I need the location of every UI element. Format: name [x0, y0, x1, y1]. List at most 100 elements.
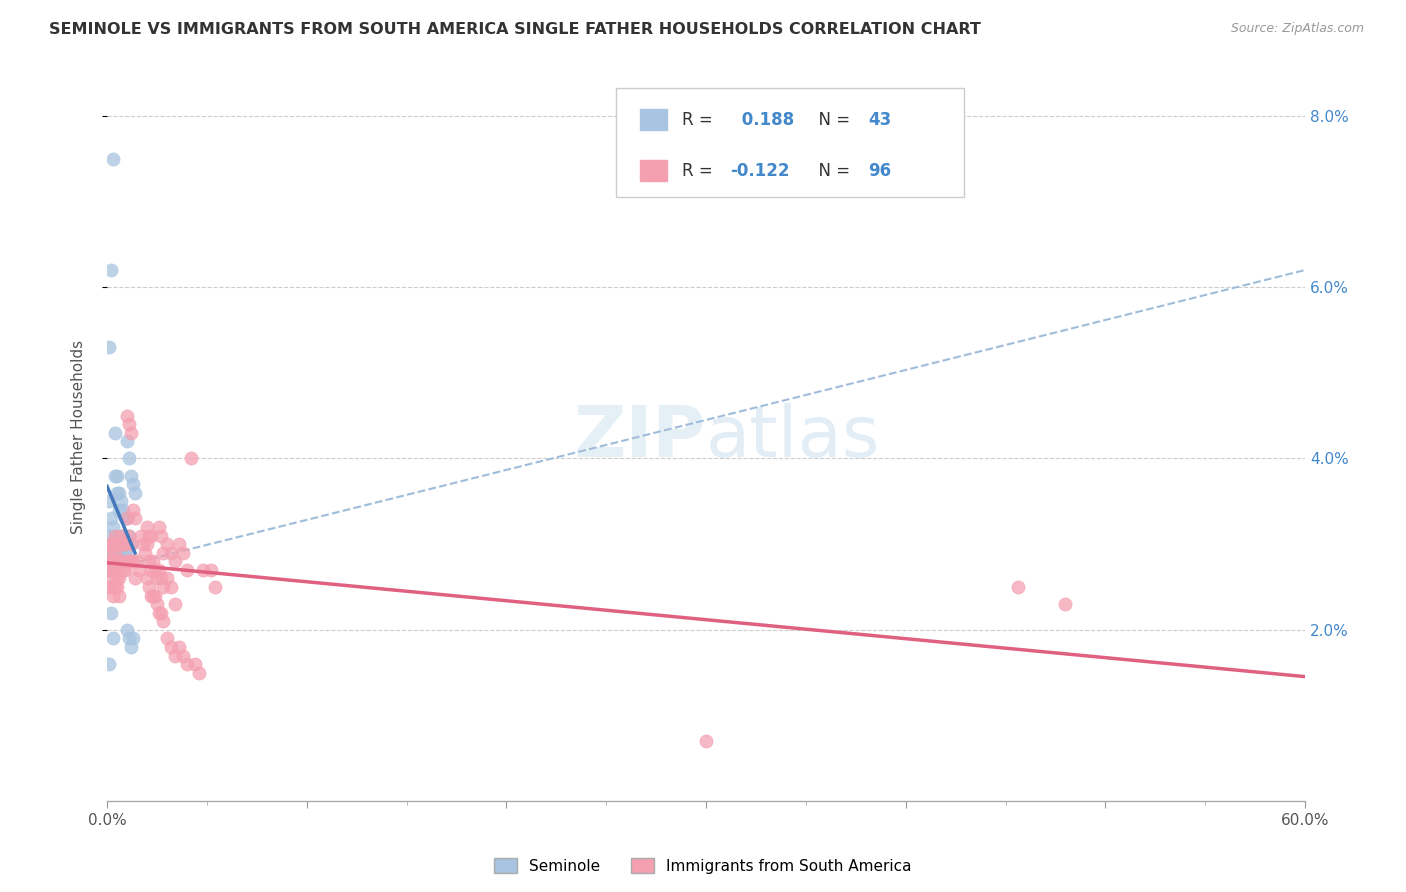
Point [129, 528, 152, 542]
Point [101, 571, 124, 585]
Point [156, 537, 179, 551]
Point [100, 580, 122, 594]
Point [115, 434, 138, 449]
Point [139, 589, 162, 603]
Point [100, 263, 122, 277]
Point [114, 563, 136, 577]
Point [112, 503, 135, 517]
Point [156, 571, 179, 585]
Point [148, 606, 170, 620]
Point [104, 580, 127, 594]
Point [172, 648, 194, 663]
FancyBboxPatch shape [640, 109, 666, 129]
Point [118, 528, 141, 542]
Point [100, 554, 122, 568]
Point [149, 528, 172, 542]
Point [108, 485, 131, 500]
Point [148, 520, 170, 534]
Point [105, 468, 128, 483]
Point [105, 485, 128, 500]
Point [160, 640, 183, 654]
Point [167, 537, 190, 551]
Y-axis label: Single Father Households: Single Father Households [72, 340, 86, 534]
Point [122, 503, 145, 517]
Point [110, 528, 132, 542]
Point [101, 632, 124, 646]
Point [152, 580, 174, 594]
Point [142, 589, 165, 603]
Point [112, 537, 135, 551]
Point [98, 340, 121, 354]
Point [104, 528, 127, 542]
Point [104, 563, 127, 577]
Point [187, 665, 209, 680]
Point [124, 485, 146, 500]
Point [110, 554, 132, 568]
Point [118, 528, 141, 542]
Point [110, 494, 132, 508]
Point [108, 571, 131, 585]
Point [156, 632, 179, 646]
Point [120, 640, 142, 654]
Text: ZIP: ZIP [574, 402, 706, 472]
Point [110, 528, 132, 542]
Point [105, 571, 128, 585]
Point [200, 563, 222, 577]
Point [118, 451, 141, 466]
Point [204, 580, 226, 594]
Point [122, 477, 145, 491]
Point [160, 546, 183, 560]
Text: R =: R = [682, 111, 718, 128]
Point [176, 657, 198, 671]
Point [101, 152, 124, 166]
Point [143, 563, 166, 577]
Text: 96: 96 [868, 161, 891, 179]
Point [101, 520, 124, 534]
Point [98, 580, 121, 594]
Point [100, 511, 122, 525]
Point [136, 571, 159, 585]
FancyBboxPatch shape [616, 87, 963, 197]
Point [101, 546, 124, 560]
Point [105, 537, 128, 551]
Text: SEMINOLE VS IMMIGRANTS FROM SOUTH AMERICA SINGLE FATHER HOUSEHOLDS CORRELATION C: SEMINOLE VS IMMIGRANTS FROM SOUTH AMERIC… [49, 22, 981, 37]
Point [138, 580, 160, 594]
Point [112, 537, 135, 551]
Text: R =: R = [682, 161, 718, 179]
Point [120, 425, 142, 440]
Point [1007, 580, 1029, 594]
Point [146, 597, 169, 611]
Point [118, 632, 141, 646]
Point [143, 589, 166, 603]
Point [101, 537, 124, 551]
Point [100, 537, 122, 551]
Text: N =: N = [808, 111, 855, 128]
Point [100, 537, 122, 551]
Point [108, 554, 131, 568]
Point [152, 546, 174, 560]
Point [124, 511, 146, 525]
Point [98, 494, 121, 508]
Point [104, 468, 127, 483]
Point [160, 580, 183, 594]
Point [105, 554, 128, 568]
Point [110, 528, 132, 542]
Text: 0.188: 0.188 [735, 111, 794, 128]
Point [114, 537, 136, 551]
Point [118, 554, 141, 568]
Point [125, 554, 148, 568]
FancyBboxPatch shape [640, 160, 666, 181]
Point [120, 537, 142, 551]
Text: 43: 43 [868, 111, 891, 128]
Point [114, 511, 136, 525]
Point [134, 546, 156, 560]
Point [104, 528, 127, 542]
Legend: Seminole, Immigrants from South America: Seminole, Immigrants from South America [488, 852, 918, 880]
Point [104, 546, 127, 560]
Point [115, 511, 138, 525]
Point [98, 546, 121, 560]
Point [108, 503, 131, 517]
Point [122, 554, 145, 568]
Point [139, 528, 162, 542]
Point [146, 571, 169, 585]
